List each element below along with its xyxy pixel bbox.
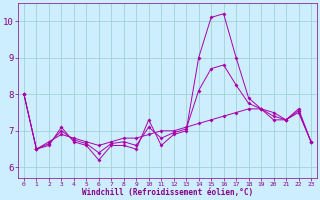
X-axis label: Windchill (Refroidissement éolien,°C): Windchill (Refroidissement éolien,°C) xyxy=(82,188,253,197)
